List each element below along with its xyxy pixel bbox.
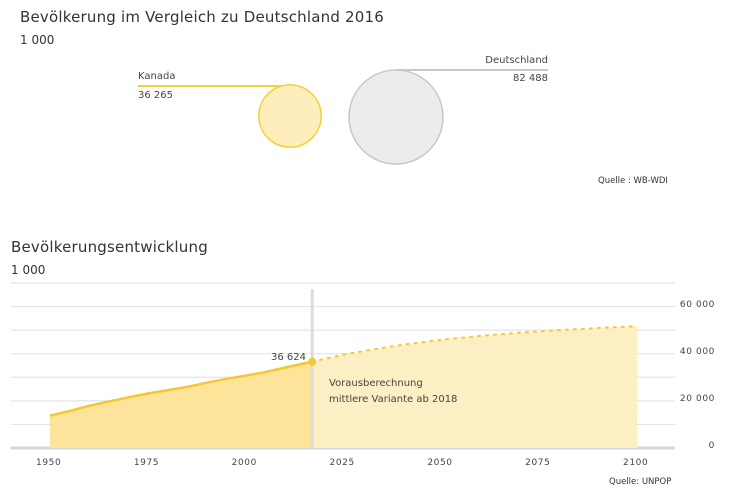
annotation-line-1: Vorausberechnung bbox=[329, 378, 423, 389]
x-tick-label: 2075 bbox=[525, 458, 551, 468]
x-tick-label: 2000 bbox=[231, 458, 257, 468]
y-tick-label: 0 bbox=[708, 441, 715, 451]
bubble-label-kanada: Kanada bbox=[138, 71, 176, 82]
y-tick-label: 20 000 bbox=[679, 393, 715, 404]
marker-dot bbox=[308, 357, 317, 366]
y-tick-label: 60 000 bbox=[679, 299, 715, 310]
bubble-layer bbox=[138, 69, 548, 165]
historic-line bbox=[49, 360, 313, 417]
bubble-kanada bbox=[258, 84, 322, 148]
bubble-chart-unit: 1 000 bbox=[20, 33, 55, 47]
x-tick-label: 1975 bbox=[133, 458, 160, 468]
area-source: Quelle: UNPOP bbox=[609, 477, 672, 487]
bubble-deutschland bbox=[348, 69, 444, 165]
bubble-value-deutschland: 82 488 bbox=[513, 73, 548, 84]
x-tick-label: 1950 bbox=[36, 458, 62, 468]
area-chart-unit: 1 000 bbox=[11, 263, 46, 277]
area-chart-title: Bevölkerungsentwicklung bbox=[11, 238, 208, 256]
x-tick-label: 2025 bbox=[329, 458, 355, 468]
projection-area bbox=[312, 326, 637, 448]
area-layer bbox=[49, 289, 638, 448]
historic-area bbox=[50, 361, 313, 448]
annotation-line-2: mittlere Variante ab 2018 bbox=[329, 394, 458, 405]
y-tick-label: 40 000 bbox=[679, 346, 715, 357]
marker-value-label: 36 624 bbox=[271, 352, 306, 363]
projection-line bbox=[311, 325, 638, 363]
bubble-label-deutschland: Deutschland bbox=[485, 55, 548, 66]
bubble-source: Quelle : WB-WDI bbox=[598, 176, 668, 186]
x-tick-label: 2100 bbox=[623, 458, 649, 468]
bubble-value-kanada: 36 265 bbox=[138, 90, 173, 101]
bubble-chart-title: Bevölkerung im Vergleich zu Deutschland … bbox=[20, 8, 384, 26]
x-tick-label: 2050 bbox=[427, 458, 453, 468]
